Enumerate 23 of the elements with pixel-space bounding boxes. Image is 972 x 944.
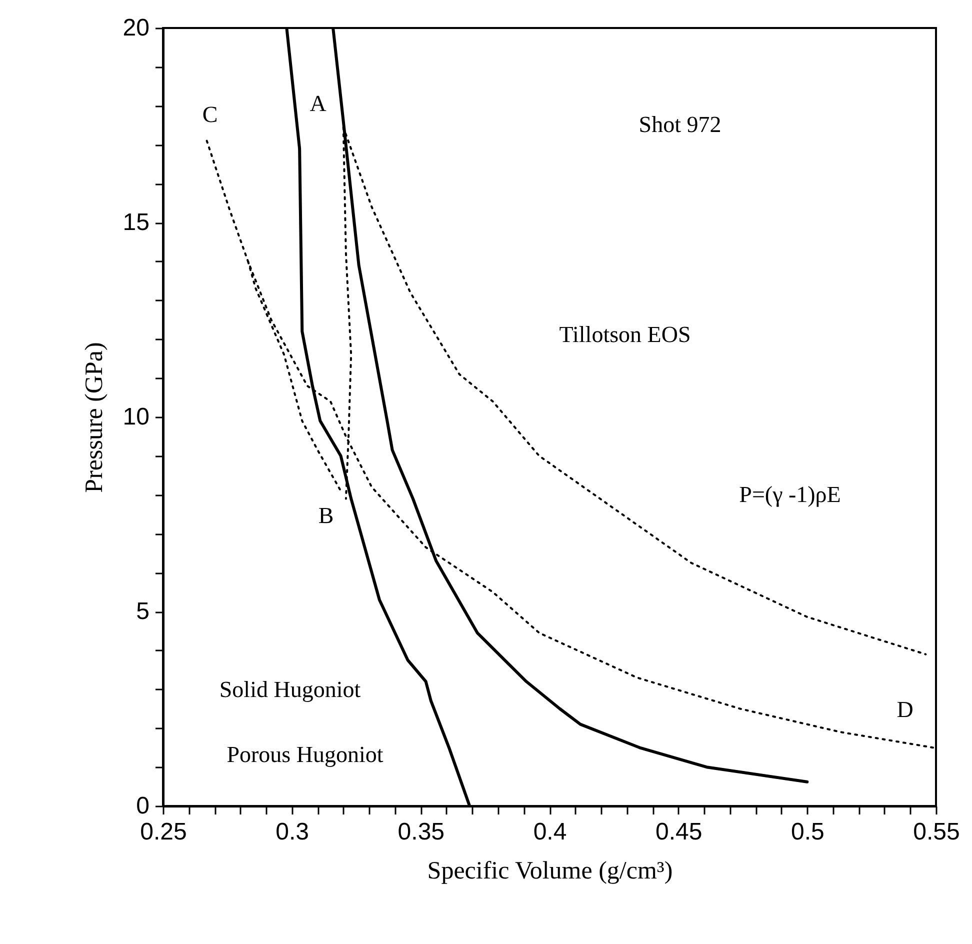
x-tick-label: 0.45 [655, 818, 702, 846]
y-tick-label: 20 [122, 14, 150, 42]
annotation: A [310, 91, 327, 116]
x-tick-label: 0.35 [398, 818, 445, 846]
x-tick-label: 0.4 [533, 818, 567, 846]
x-tick-label: 0.5 [790, 818, 824, 846]
y-tick-label: 0 [136, 792, 150, 820]
y-tick-label: 15 [122, 209, 150, 236]
annotation: D [896, 697, 914, 722]
annotation: Solid Hugoniot [219, 677, 362, 702]
annotation: C [202, 102, 218, 127]
x-axis-title: Specific Volume (g/cm³) [427, 858, 673, 884]
annotation: Shot 972 [638, 112, 722, 137]
x-tick-label: 0.55 [913, 818, 960, 846]
annotation: Tillotson EOS [559, 322, 691, 347]
y-axis-title: Pressure (GPa) [80, 342, 108, 493]
x-tick-label: 0.25 [140, 818, 187, 846]
y-tick-label: 5 [136, 598, 150, 625]
annotation: P=(γ -1)ρE [739, 482, 841, 507]
annotation: B [318, 503, 334, 528]
x-tick-label: 0.3 [276, 818, 310, 846]
y-tick-label: 10 [122, 404, 150, 430]
annotation: Porous Hugoniot [226, 742, 384, 767]
